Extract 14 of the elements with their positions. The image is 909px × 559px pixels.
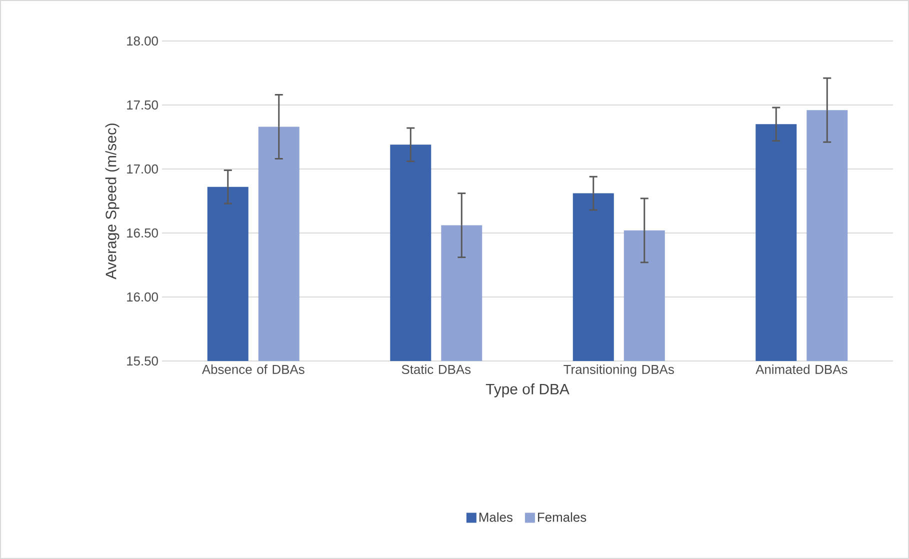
y-tick-label: 16.50 xyxy=(127,228,158,238)
y-tick-label: 18.00 xyxy=(127,36,158,46)
x-axis-title: Type of DBA xyxy=(486,383,570,398)
y-tick-label: 17.50 xyxy=(127,100,158,110)
legend-label: Females xyxy=(538,512,586,522)
x-tick-label: Transitioning DBAs xyxy=(564,364,674,377)
x-tick-label: Static DBAs xyxy=(402,364,471,374)
legend-label: Males xyxy=(479,512,512,522)
x-tick-label: Animated DBAs xyxy=(756,364,848,374)
y-tick-label: 17.00 xyxy=(127,164,158,174)
y-tick-label: 15.50 xyxy=(127,356,158,366)
y-axis-title: Average Speed (m/sec) xyxy=(105,124,120,280)
x-tick-label: Absence of DBAs xyxy=(202,364,304,374)
y-tick-label: 16.00 xyxy=(127,292,158,302)
